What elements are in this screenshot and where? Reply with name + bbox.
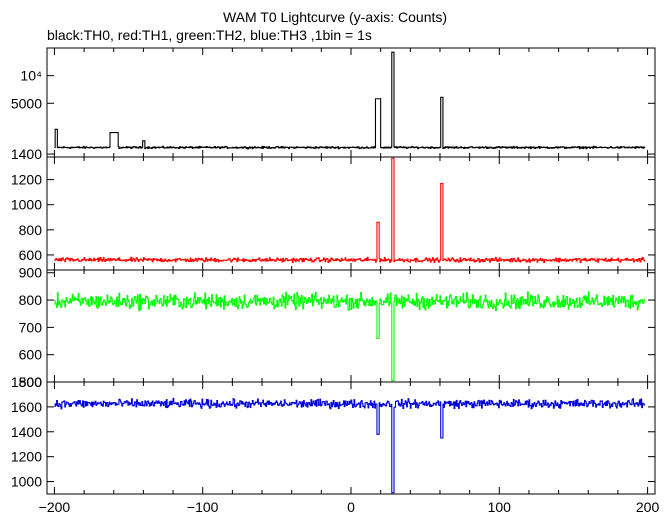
panel-frame bbox=[46, 47, 656, 158]
x-tick-label: 100 bbox=[488, 499, 512, 515]
x-tick-label: −100 bbox=[187, 499, 219, 515]
y-tick-label: 900 bbox=[19, 265, 43, 281]
y-tick-label: 1200 bbox=[11, 172, 42, 188]
y-tick-label: 1000 bbox=[11, 474, 42, 490]
series-line-th3 bbox=[54, 397, 646, 494]
figure-subtitle: black:TH0, red:TH1, green:TH2, blue:TH3 … bbox=[47, 27, 372, 43]
panel-th1: 600 800 1000 1200 bbox=[11, 156, 656, 271]
panel-th3: 1000 1200 1400 1600 1800 bbox=[11, 374, 656, 495]
plot-panels: 1400500010⁴60080010001200500600700800900… bbox=[11, 47, 660, 515]
y-tick-label: 1200 bbox=[11, 449, 42, 465]
y-tick-label: 800 bbox=[19, 292, 43, 308]
y-tick-label: 5000 bbox=[11, 95, 42, 111]
y-tick-label: 600 bbox=[19, 347, 43, 363]
series-line-th1 bbox=[54, 157, 646, 264]
x-tick-label: 200 bbox=[636, 499, 660, 515]
panel-th0: 1400 5000 10⁴ bbox=[11, 47, 656, 162]
y-tick-label: 1400 bbox=[11, 424, 42, 440]
y-tick-label: 1800 bbox=[11, 374, 42, 390]
y-tick-label: 500 bbox=[19, 374, 43, 390]
x-tick-label: 0 bbox=[347, 499, 355, 515]
panel-frame bbox=[46, 156, 656, 271]
series-line-th2 bbox=[54, 291, 646, 382]
y-tick-label: 1400 bbox=[11, 146, 42, 162]
panel-frame bbox=[46, 381, 656, 495]
y-tick-label: 10⁴ bbox=[20, 68, 42, 84]
y-tick-label: 600 bbox=[19, 247, 43, 263]
panel-th2: 500 600 700 800 900 bbox=[19, 265, 656, 390]
series-line-th0 bbox=[54, 51, 646, 150]
figure-title: WAM T0 Lightcurve (y-axis: Counts) bbox=[223, 9, 447, 25]
panel-frame bbox=[46, 269, 656, 383]
x-tick-label: −200 bbox=[39, 499, 71, 515]
y-tick-label: 1000 bbox=[11, 197, 42, 213]
y-tick-label: 1600 bbox=[11, 399, 42, 415]
y-tick-label: 700 bbox=[19, 319, 43, 335]
y-tick-label: 800 bbox=[19, 222, 43, 238]
